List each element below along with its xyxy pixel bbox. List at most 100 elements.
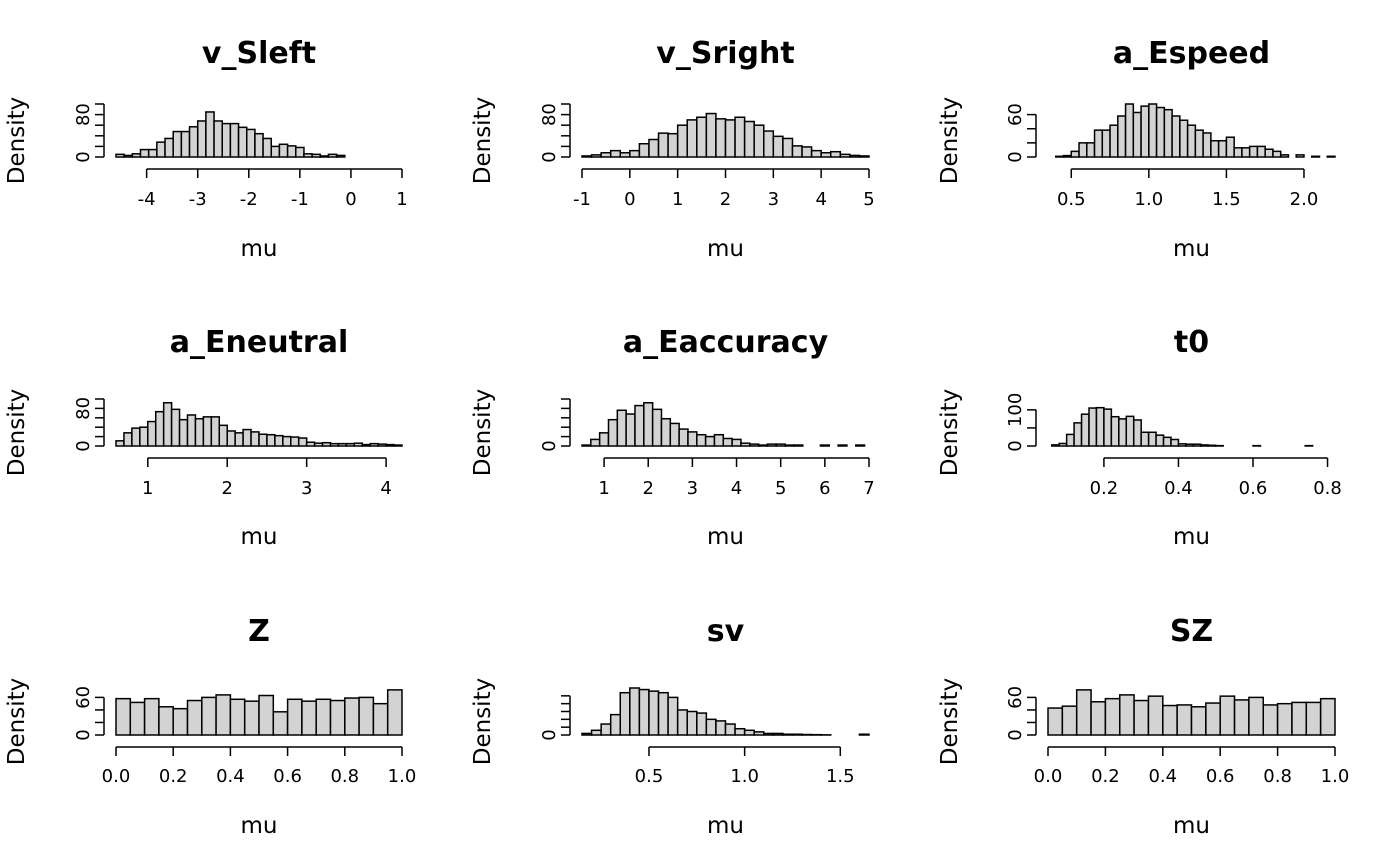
- histogram-bar: [638, 143, 650, 158]
- histogram-bar: [290, 436, 300, 447]
- histogram-bar: [1233, 147, 1243, 158]
- histogram-bar: [810, 149, 822, 158]
- histogram-bar: [1162, 704, 1178, 736]
- histogram-bar: [221, 122, 232, 158]
- x-tick-label: 0.6: [273, 766, 302, 787]
- histogram-bar: [250, 431, 260, 447]
- histogram-bar: [581, 444, 592, 447]
- x-tick-label: 4: [815, 189, 826, 210]
- histogram-bar: [1117, 115, 1127, 158]
- histogram-bar: [115, 440, 125, 447]
- histogram-bar: [734, 116, 746, 158]
- histogram-bar: [775, 443, 786, 447]
- histogram-bar: [1202, 132, 1212, 158]
- y-axis-label: Density: [470, 97, 496, 184]
- histogram-bar: [648, 690, 660, 736]
- histogram-bar: [1225, 136, 1235, 158]
- histogram-bar: [1200, 444, 1210, 447]
- y-axis-label: Density: [4, 678, 30, 765]
- histogram-bar: [358, 696, 375, 736]
- histogram-bar: [1125, 415, 1135, 447]
- histogram-bar: [1118, 418, 1128, 447]
- histogram-bar: [669, 422, 680, 447]
- histogram-bar: [234, 432, 244, 447]
- histogram-bar: [1276, 702, 1293, 736]
- histogram-bar: [651, 408, 663, 447]
- histogram-bar: [1264, 148, 1274, 158]
- histogram-bar: [178, 418, 189, 447]
- histogram-bar: [715, 118, 727, 158]
- histogram-bar: [849, 154, 861, 158]
- histogram-bar: [1047, 707, 1064, 736]
- histogram-bar: [243, 700, 260, 736]
- histogram-bar: [743, 729, 755, 736]
- histogram-bar: [829, 150, 842, 158]
- histogram-bar: [858, 733, 870, 736]
- histogram-bar: [327, 153, 338, 158]
- x-tick-label: -1: [573, 189, 591, 210]
- histogram-bar: [705, 112, 717, 158]
- x-tick-label: 3: [301, 478, 312, 499]
- histogram-bar: [229, 122, 240, 158]
- x-tick-label: 0: [345, 189, 356, 210]
- histogram-bar: [753, 731, 765, 736]
- x-tick-label: 2: [720, 189, 731, 210]
- histogram-bar: [763, 130, 775, 158]
- histogram-bar: [131, 427, 141, 447]
- histogram-bar: [731, 438, 742, 447]
- histogram-bar: [1140, 431, 1150, 447]
- histogram-bar: [607, 418, 619, 447]
- histogram-bar: [625, 413, 636, 447]
- x-tick-label: 1.0: [1321, 766, 1350, 787]
- histogram-bar: [1055, 155, 1065, 158]
- histogram-bar: [1170, 438, 1180, 447]
- x-tick-label: 0.5: [1057, 189, 1086, 210]
- histogram-bar: [1110, 415, 1120, 447]
- histogram-bar: [581, 732, 593, 736]
- histogram-bar: [258, 694, 275, 736]
- histogram-bar: [858, 155, 870, 158]
- panel-4: a_Eneutral 1 2 3 4 0 80 Density mu: [4, 325, 403, 550]
- x-axis-label: mu: [241, 236, 278, 262]
- histogram-bar: [226, 430, 236, 447]
- histogram-bar: [372, 702, 389, 736]
- panel-9: SZ 0.0 0.2 0.4 0.6 0.8 1.0 0 60 Density mu: [937, 614, 1349, 839]
- histogram-bar: [1319, 697, 1336, 736]
- histogram-bar: [186, 699, 203, 736]
- histogram-bar: [258, 433, 268, 447]
- histogram-bar: [345, 442, 356, 447]
- histogram-bar: [1147, 695, 1164, 736]
- panel-title: a_Eaccuracy: [623, 325, 829, 360]
- x-tick-label: 1.0: [388, 766, 417, 787]
- x-tick-label: -2: [240, 189, 258, 210]
- histogram-bar: [254, 132, 264, 158]
- x-tick-label: 1.5: [826, 766, 855, 787]
- histogram-bar: [1062, 154, 1073, 158]
- x-tick-label: 1: [142, 478, 153, 499]
- histogram-bar: [740, 442, 751, 447]
- y-tick-label: 60: [1005, 103, 1026, 126]
- histogram-bar: [205, 111, 215, 158]
- x-tick-label: 0.0: [102, 766, 131, 787]
- histogram-bar: [180, 130, 191, 158]
- histogram-bar: [201, 696, 217, 736]
- histogram-bar: [186, 414, 197, 447]
- x-tick-label: 0.8: [1263, 766, 1292, 787]
- panel-8: sv 0.5 1.0 1.5 0 Density mu: [470, 614, 870, 839]
- histogram-bar: [237, 126, 248, 158]
- x-tick-label: 0.2: [1090, 478, 1119, 499]
- histogram-bar: [123, 154, 134, 158]
- histogram-bar: [660, 417, 672, 447]
- histogram-bar: [1177, 443, 1187, 447]
- histogram-bar: [143, 697, 160, 736]
- histogram-bar: [335, 154, 346, 158]
- x-axis-label: mu: [1173, 524, 1210, 550]
- y-axis-label: Density: [4, 389, 30, 476]
- histogram-bar: [1155, 434, 1165, 447]
- histogram-bar: [1093, 129, 1104, 158]
- histogram-bar: [1190, 706, 1207, 736]
- histogram-bar: [643, 402, 654, 447]
- histogram-bar: [1078, 142, 1088, 158]
- histogram-bar: [600, 152, 612, 158]
- histogram-bar: [202, 416, 213, 447]
